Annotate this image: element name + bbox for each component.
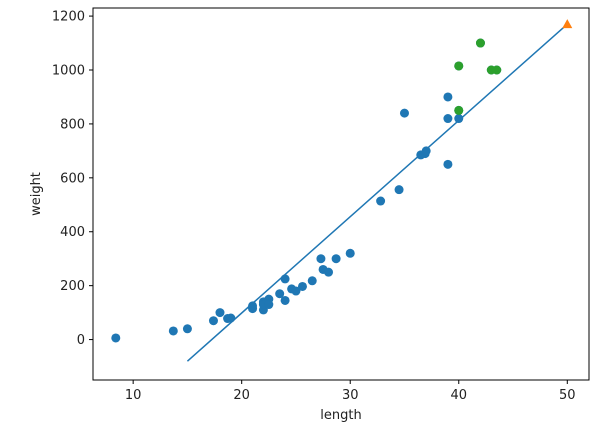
fit-line bbox=[186, 23, 568, 362]
plot-frame bbox=[92, 7, 590, 381]
x-axis-label: length bbox=[320, 408, 361, 423]
y-tick-label: 600 bbox=[60, 171, 85, 186]
y-tick-label: 800 bbox=[60, 117, 85, 132]
train-point bbox=[394, 185, 404, 195]
train-point bbox=[376, 196, 386, 206]
train-point bbox=[111, 333, 121, 343]
train-point bbox=[443, 114, 453, 124]
train-point bbox=[182, 324, 192, 334]
train-point bbox=[226, 313, 236, 323]
x-tick-label: 10 bbox=[125, 388, 142, 403]
train-point bbox=[248, 304, 258, 314]
y-axis: 0 200 400 600 800 1000 1200 bbox=[52, 10, 93, 348]
neighbor-point bbox=[454, 105, 464, 115]
train-point bbox=[316, 254, 326, 264]
train-point bbox=[443, 159, 453, 169]
train-point bbox=[443, 92, 453, 102]
train-point bbox=[280, 274, 290, 284]
train-point bbox=[307, 276, 317, 286]
x-tick-label: 50 bbox=[559, 388, 576, 403]
train-point bbox=[280, 295, 290, 305]
neighbor-point bbox=[454, 61, 464, 71]
train-point bbox=[297, 281, 307, 291]
y-tick-label: 1200 bbox=[52, 10, 85, 25]
train-point bbox=[331, 254, 341, 264]
train-point bbox=[215, 308, 225, 318]
y-axis-label: weight bbox=[29, 172, 44, 216]
neighbor-point bbox=[475, 38, 485, 48]
train-point bbox=[399, 108, 409, 118]
train-point bbox=[291, 286, 301, 296]
train-point bbox=[345, 248, 355, 258]
x-tick-label: 40 bbox=[450, 388, 467, 403]
train-point bbox=[454, 114, 464, 124]
train-point bbox=[275, 289, 285, 299]
plot-marks bbox=[111, 19, 573, 362]
query-point bbox=[562, 19, 573, 29]
train-point bbox=[168, 326, 178, 336]
x-tick-label: 20 bbox=[233, 388, 250, 403]
train-point bbox=[421, 146, 431, 156]
train-point bbox=[324, 267, 334, 277]
x-tick-label: 30 bbox=[342, 388, 359, 403]
train-point bbox=[208, 316, 218, 326]
y-tick-label: 400 bbox=[60, 225, 85, 240]
y-tick-label: 200 bbox=[60, 279, 85, 294]
y-tick-label: 1000 bbox=[52, 64, 85, 79]
neighbor-point bbox=[492, 65, 502, 75]
x-axis: 10 20 30 40 50 bbox=[125, 380, 576, 403]
train-point bbox=[264, 300, 274, 310]
y-tick-label: 0 bbox=[77, 333, 85, 348]
